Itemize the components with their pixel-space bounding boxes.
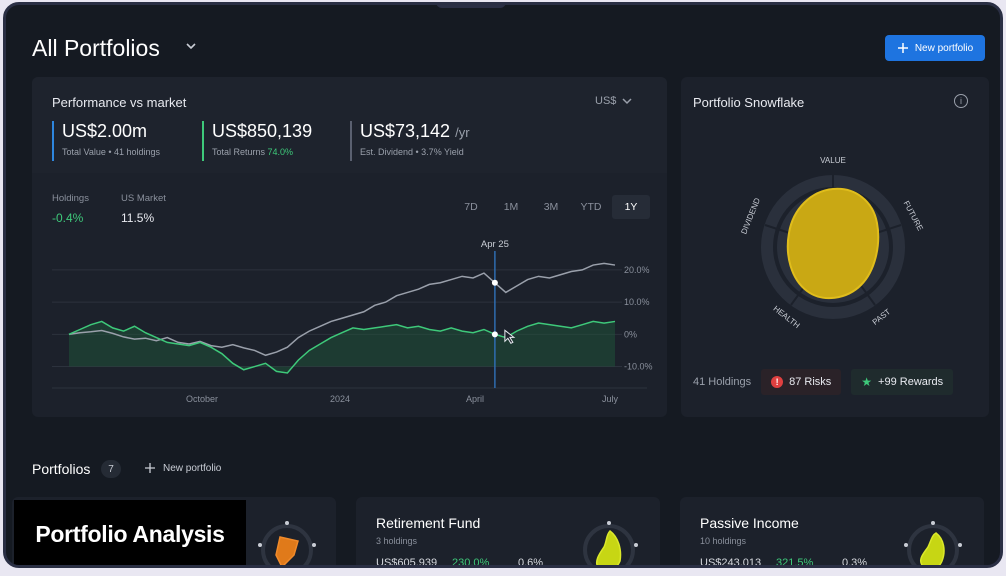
portfolio-card-passive[interactable]: Passive Income 10 holdings US$243,013 32… bbox=[680, 497, 984, 568]
snowflake-title: Portfolio Snowflake bbox=[693, 95, 805, 110]
window-notch bbox=[436, 5, 506, 8]
snowflake-axis-value: VALUE bbox=[820, 156, 846, 165]
mini-snowflake bbox=[904, 521, 962, 565]
range-tab-ytd[interactable]: YTD bbox=[580, 201, 602, 213]
performance-header bbox=[32, 77, 667, 173]
market-label: US Market bbox=[121, 193, 166, 204]
new-portfolio-link[interactable]: New portfolio bbox=[144, 462, 221, 474]
risks-label: 87 Risks bbox=[789, 376, 832, 388]
market-value: 11.5% bbox=[121, 211, 155, 225]
new-portfolio-label: New portfolio bbox=[914, 42, 974, 54]
snowflake-axis-future: FUTURE bbox=[902, 199, 925, 232]
plus-icon bbox=[897, 43, 908, 53]
series-line-holdings bbox=[68, 320, 616, 374]
portfolio-analysis-label: Portfolio Analysis bbox=[14, 500, 246, 565]
info-icon[interactable]: i bbox=[954, 94, 968, 108]
portfolio-return: 321.5% bbox=[776, 557, 814, 568]
rewards-chip[interactable]: ★ +99 Rewards bbox=[851, 369, 954, 395]
chevron-down-icon bbox=[622, 98, 632, 105]
returns-percent: 74.0% bbox=[267, 147, 294, 157]
chart-tooltip-date: Apr 25 bbox=[481, 239, 509, 250]
performance-card: Performance vs market US$ US$2.00m Total… bbox=[32, 77, 667, 417]
range-tab-7d[interactable]: 7D bbox=[464, 201, 478, 213]
star-icon: ★ bbox=[861, 375, 873, 389]
portfolios-count: 7 bbox=[101, 460, 121, 478]
currency-value: US$ bbox=[595, 95, 617, 107]
range-tab-1y[interactable]: 1Y bbox=[612, 195, 650, 219]
new-portfolio-button[interactable]: New portfolio bbox=[885, 35, 985, 61]
chart-x-tick: 2024 bbox=[330, 394, 350, 404]
stat-bar bbox=[52, 121, 54, 161]
range-tab-1m[interactable]: 1M bbox=[503, 201, 519, 213]
stat-label: Est. Dividend • 3.7% Yield bbox=[360, 147, 464, 157]
snowflake-chart[interactable]: VALUE FUTURE PAST HEALTH DIVIDEND bbox=[733, 147, 933, 347]
chart-x-tick: October bbox=[186, 394, 218, 404]
page-title: All Portfolios bbox=[32, 35, 160, 61]
performance-chart[interactable]: 20.0% 10.0% 0% -10.0% October 2024 April July Ap… bbox=[32, 237, 667, 412]
stat-bar bbox=[350, 121, 352, 161]
currency-select[interactable]: US$ bbox=[595, 95, 632, 107]
risks-chip[interactable]: ! 87 Risks bbox=[761, 369, 842, 395]
portfolio-name: Retirement Fund bbox=[376, 515, 481, 531]
stat-value: US$2.00m bbox=[62, 121, 148, 141]
portfolio-value: US$605,939 bbox=[376, 557, 438, 568]
portfolio-holdings: 3 holdings bbox=[376, 536, 418, 546]
stat-total-value: US$2.00m Total Value • 41 holdings bbox=[52, 121, 160, 161]
performance-title: Performance vs market bbox=[52, 95, 187, 110]
mini-snowflake bbox=[258, 521, 316, 565]
snowflake-axis-dividend: DIVIDEND bbox=[739, 196, 762, 235]
stat-bar bbox=[202, 121, 204, 161]
portfolio-yield: 0.3% bbox=[842, 557, 868, 568]
portfolios-title: Portfolios bbox=[32, 461, 91, 477]
chart-y-tick: 10.0% bbox=[624, 297, 650, 307]
stat-value: US$73,142 /yr bbox=[360, 121, 470, 142]
portfolio-value: US$243,013 bbox=[700, 557, 762, 568]
dividend-unit: /yr bbox=[455, 125, 470, 140]
chart-cursor-dot bbox=[491, 279, 498, 286]
new-portfolio-link-label: New portfolio bbox=[163, 462, 222, 474]
plus-icon bbox=[145, 463, 155, 473]
chart-x-tick: April bbox=[466, 394, 484, 404]
dividend-value: US$73,142 bbox=[360, 121, 451, 141]
portfolio-holdings: 10 holdings bbox=[700, 536, 747, 546]
portfolio-yield: 0.6% bbox=[518, 557, 544, 568]
alert-icon: ! bbox=[771, 376, 784, 388]
app-window: All Portfolios New portfolio Performance… bbox=[3, 2, 1003, 568]
chart-cursor-dot bbox=[491, 331, 498, 338]
portfolio-card-retirement[interactable]: Retirement Fund 3 holdings US$605,939 23… bbox=[356, 497, 660, 568]
stat-value: US$850,139 bbox=[212, 121, 313, 141]
holdings-label: Holdings bbox=[52, 193, 89, 204]
snowflake-shape bbox=[786, 187, 880, 300]
chevron-down-icon[interactable] bbox=[184, 41, 198, 53]
stat-label: Total Returns 74.0% bbox=[212, 147, 312, 157]
range-tabs: 7D 1M 3M YTD 1Y bbox=[452, 195, 650, 219]
rewards-label: +99 Rewards bbox=[878, 376, 944, 388]
chart-x-tick: July bbox=[602, 394, 619, 404]
holdings-value: -0.4% bbox=[52, 211, 84, 225]
stat-total-returns: US$850,139 Total Returns 74.0% bbox=[202, 121, 312, 161]
chart-y-tick: 0% bbox=[624, 329, 637, 339]
range-tab-3m[interactable]: 3M bbox=[543, 201, 559, 213]
snowflake-footer: 41 Holdings ! 87 Risks ★ +99 Rewards bbox=[693, 369, 954, 395]
portfolio-return: 230.0% bbox=[452, 557, 490, 568]
holdings-count: 41 Holdings bbox=[693, 376, 752, 388]
mini-snowflake bbox=[583, 521, 638, 565]
chart-y-tick: 20.0% bbox=[624, 265, 650, 275]
snowflake-card: Portfolio Snowflake i VALUE FUTURE PAST … bbox=[681, 77, 989, 417]
portfolio-name: Passive Income bbox=[700, 515, 799, 531]
stat-label-text: Total Returns bbox=[212, 147, 268, 157]
mouse-cursor-icon bbox=[504, 329, 516, 344]
holdings-area bbox=[69, 321, 615, 373]
stat-label: Total Value • 41 holdings bbox=[62, 147, 161, 157]
snowflake-axis-past: PAST bbox=[871, 307, 893, 327]
stat-est-dividend: US$73,142 /yr Est. Dividend • 3.7% Yield bbox=[350, 121, 470, 161]
chart-y-tick: -10.0% bbox=[624, 362, 653, 372]
